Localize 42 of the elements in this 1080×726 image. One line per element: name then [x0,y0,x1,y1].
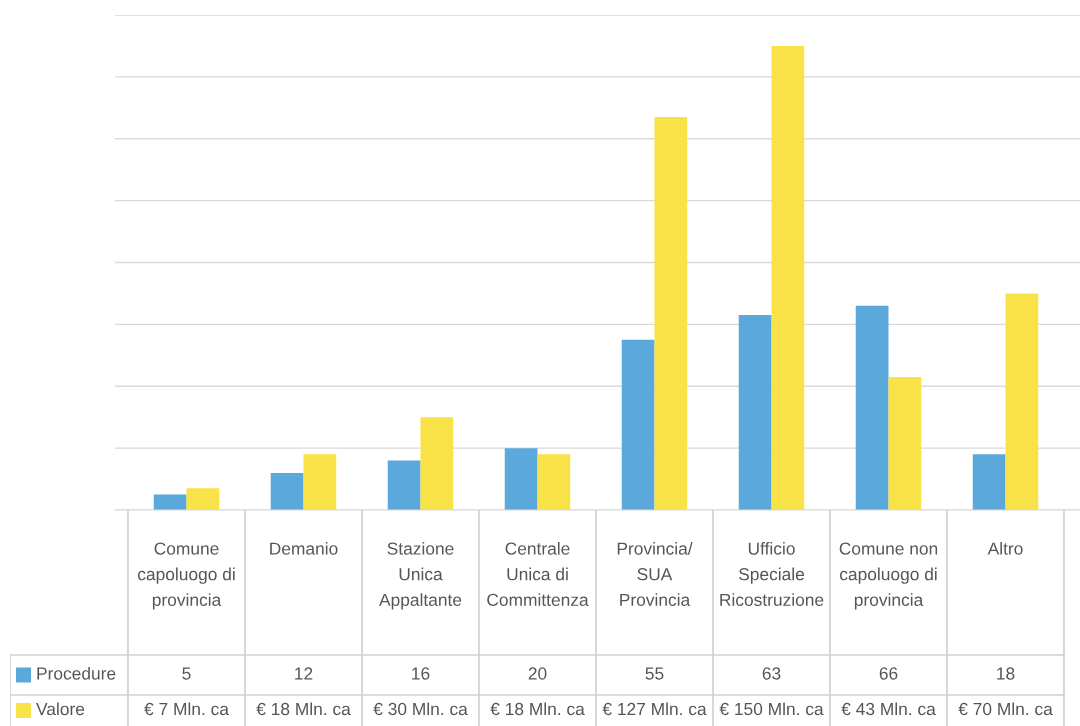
legend-label: Procedure [37,666,116,680]
bar [1005,293,1039,510]
x-tick-label: Centrale Unica di Committenza [487,542,589,606]
data-label: € 43 Mln. ca [841,702,936,716]
data-label: 63 [762,667,781,680]
bar [771,45,805,510]
data-label: 18 [997,667,1015,680]
bar [387,460,421,510]
data-label: 66 [879,667,898,680]
bar [654,117,688,510]
bar [738,315,772,510]
bar [186,488,220,510]
x-tick-label: Comune non capoluogo di provincia [839,542,938,610]
bar [855,305,889,510]
x-tick-label: Demanio [270,542,338,555]
data-label: 55 [645,667,664,680]
data-label: 16 [412,667,430,680]
x-tick-label: Stazione Unica Appaltante [379,542,462,610]
data-label: € 150 Mln. ca [719,702,824,716]
bar [537,454,571,510]
bar [621,339,655,510]
x-tick-label: Ufficio Speciale Ricostruzione [720,542,824,606]
legend-label: Valore [36,702,85,716]
bar [888,376,922,510]
data-label: € 30 Mln. ca [373,702,468,716]
data-label: € 18 Mln. ca [256,702,351,716]
data-label: 5 [182,667,191,680]
x-tick-label: Provincia/ SUA Provincia [617,542,693,606]
data-label: € 7 Mln. ca [144,702,229,716]
bar [972,454,1006,510]
data-label: € 70 Mln. ca [958,702,1053,716]
x-tick-label: Altro [987,542,1023,555]
bar [504,448,538,510]
data-label: € 127 Mln. ca [602,702,707,716]
data-label: 20 [528,667,547,680]
data-label: 12 [295,667,313,680]
x-tick-label: Comune capoluogo di provincia [138,542,235,610]
bar [420,417,454,510]
bar [303,454,337,510]
bar [153,494,187,510]
data-label: € 18 Mln. ca [490,702,585,716]
bar [270,472,304,510]
